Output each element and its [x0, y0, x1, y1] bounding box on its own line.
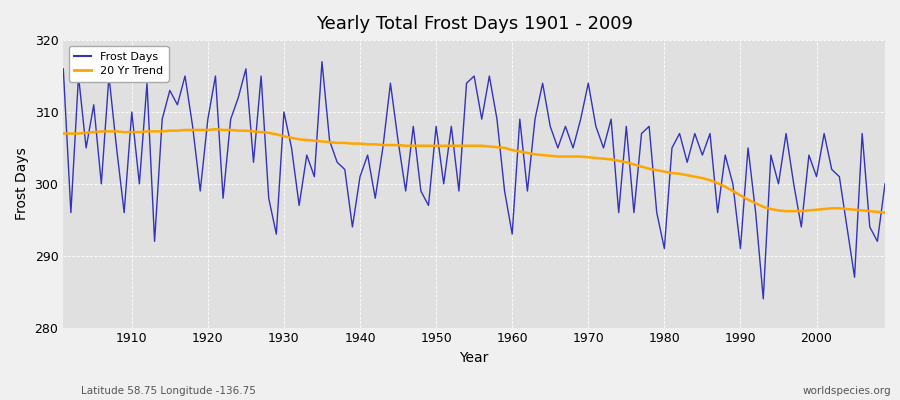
Title: Yearly Total Frost Days 1901 - 2009: Yearly Total Frost Days 1901 - 2009 [316, 15, 633, 33]
X-axis label: Year: Year [460, 351, 489, 365]
Legend: Frost Days, 20 Yr Trend: Frost Days, 20 Yr Trend [68, 46, 168, 82]
Text: Latitude 58.75 Longitude -136.75: Latitude 58.75 Longitude -136.75 [81, 386, 256, 396]
Y-axis label: Frost Days: Frost Days [15, 148, 29, 220]
Text: worldspecies.org: worldspecies.org [803, 386, 891, 396]
